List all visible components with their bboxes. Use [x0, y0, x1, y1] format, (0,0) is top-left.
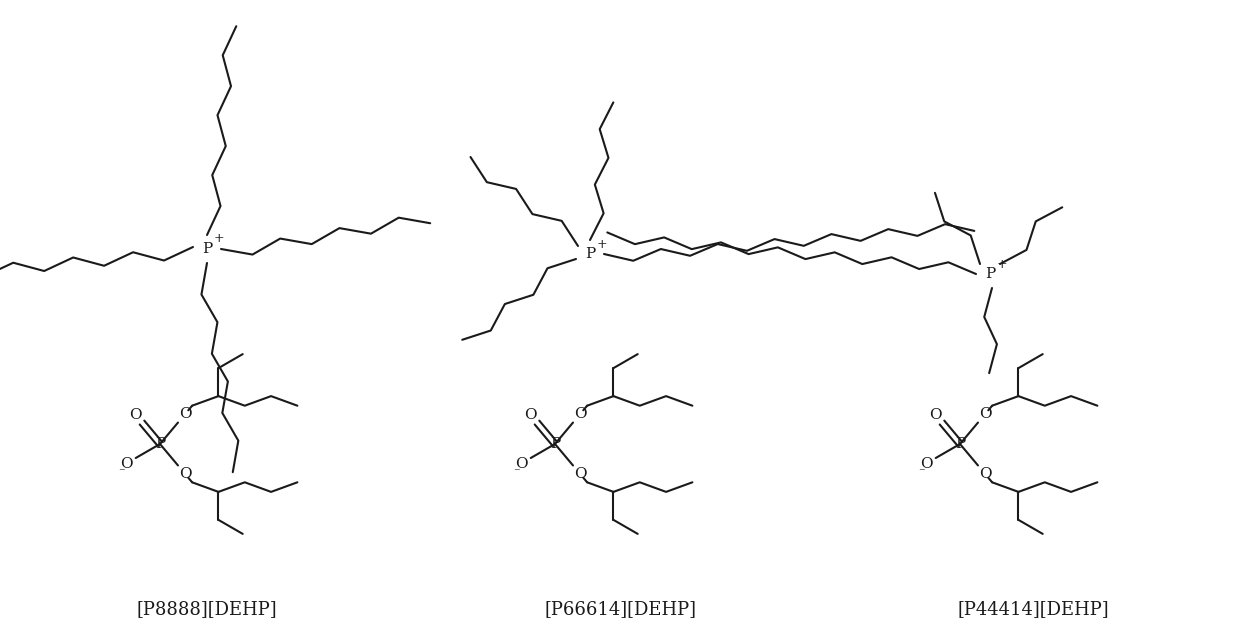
Text: O: O [978, 407, 992, 421]
Text: P: P [955, 437, 965, 451]
Text: O: O [978, 467, 992, 481]
Text: P: P [585, 247, 595, 261]
Text: O: O [574, 467, 587, 481]
Text: ⁻: ⁻ [918, 466, 925, 479]
Text: +: + [997, 258, 1007, 270]
Text: O: O [525, 408, 537, 422]
Text: O: O [515, 456, 527, 470]
Text: O: O [179, 467, 191, 481]
Text: [P66614][DEHP]: [P66614][DEHP] [544, 600, 696, 618]
Text: P: P [155, 437, 165, 451]
Text: O: O [129, 408, 141, 422]
Text: O: O [120, 456, 133, 470]
Text: [P8888][DEHP]: [P8888][DEHP] [136, 600, 278, 618]
Text: P: P [985, 267, 996, 281]
Text: P: P [202, 242, 212, 256]
Text: O: O [179, 407, 191, 421]
Text: ⁻: ⁻ [513, 466, 520, 479]
Text: P: P [549, 437, 560, 451]
Text: O: O [574, 407, 587, 421]
Text: [P44414][DEHP]: [P44414][DEHP] [957, 600, 1109, 618]
Text: +: + [596, 238, 608, 250]
Text: O: O [929, 408, 942, 422]
Text: ⁻: ⁻ [118, 466, 125, 479]
Text: O: O [920, 456, 932, 470]
Text: +: + [213, 233, 224, 245]
